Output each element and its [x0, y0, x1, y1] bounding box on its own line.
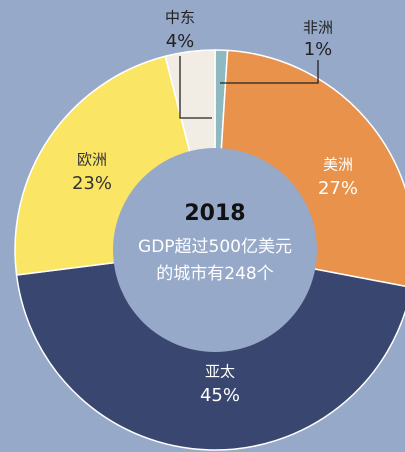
center-text: 的城市有248个	[156, 264, 273, 284]
slice-name: 中东	[165, 9, 195, 27]
donut-hole	[113, 148, 317, 352]
center-text: GDP超过500亿美元	[138, 237, 292, 257]
slice-value: 23%	[72, 173, 112, 194]
callout-line	[220, 60, 319, 84]
slice-value: 1%	[304, 39, 333, 60]
slices	[14, 49, 405, 451]
slice-name: 欧洲	[77, 151, 107, 169]
callout-line	[179, 56, 212, 119]
slice-value: 45%	[200, 385, 240, 406]
slice-value: 4%	[166, 31, 195, 52]
slice-value: 27%	[318, 178, 358, 199]
slice-name: 亚太	[205, 363, 235, 381]
slice-name: 美洲	[323, 156, 353, 174]
center-title: 2018	[184, 201, 245, 226]
slice-name: 非洲	[303, 19, 333, 37]
